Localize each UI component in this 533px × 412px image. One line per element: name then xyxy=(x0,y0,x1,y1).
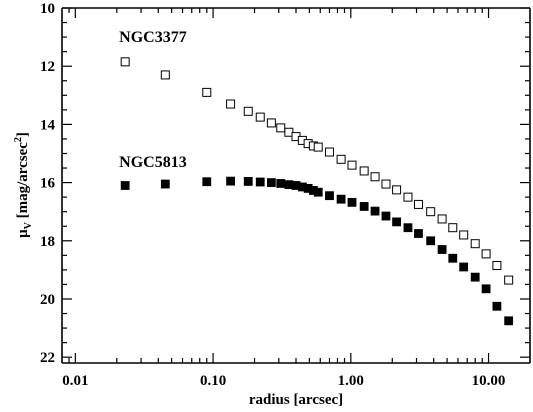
ngc3377-point xyxy=(359,166,369,176)
ngc5813-point xyxy=(325,191,334,201)
y-axis-title: μV [mag/arcsec2] xyxy=(13,132,34,238)
ngc5813-point xyxy=(459,262,469,272)
y-tick-label: 18 xyxy=(40,234,55,250)
ngc3377-point xyxy=(243,106,253,116)
ngc5813-point xyxy=(266,178,276,187)
ngc5813-point xyxy=(359,202,369,211)
ngc5813-point xyxy=(414,229,423,238)
ngc3377-point xyxy=(336,154,346,164)
ngc3377-point xyxy=(437,214,447,224)
ngc5813-point xyxy=(313,187,323,197)
y-tick-label: 20 xyxy=(40,292,55,308)
y-axis-title-sub: V xyxy=(23,221,34,229)
ngc3377-point xyxy=(492,261,502,271)
ngc3377-point xyxy=(226,99,236,109)
y-tick-label: 10 xyxy=(40,1,55,17)
ngc5813-point xyxy=(470,272,480,282)
ngc3377-point xyxy=(324,147,334,157)
ngc5813-point xyxy=(381,211,391,221)
y-tick-label: 14 xyxy=(40,117,56,133)
ngc5813-point xyxy=(202,177,212,187)
ngc3377-point xyxy=(459,230,469,240)
ngc3377-point xyxy=(504,275,514,285)
ngc3377-point xyxy=(202,87,212,97)
ngc5813-point xyxy=(370,206,380,216)
ngc5813-point xyxy=(120,181,130,190)
ngc3377-point xyxy=(255,112,265,122)
tick-labels: 0.01 0.10 1.00 10.00 10 12 14 16 18 20 22 xyxy=(40,1,505,389)
ticks xyxy=(62,7,530,363)
ngc5813-point xyxy=(243,177,253,186)
ngc5813-point xyxy=(255,177,265,187)
ngc3377-point xyxy=(381,179,391,189)
ngc5813-point xyxy=(492,301,502,311)
ngc3377-point xyxy=(347,160,357,170)
ngc5813-point xyxy=(437,245,447,254)
x-tick-label: 0.01 xyxy=(62,373,88,389)
x-tick-label: 0.10 xyxy=(200,373,226,389)
ngc3377-point xyxy=(413,199,423,209)
y-axis-title-units: [mag/arcsec xyxy=(15,142,31,222)
ngc5813-point xyxy=(160,179,170,189)
y-tick-label: 16 xyxy=(40,176,56,192)
ngc3377-point xyxy=(426,207,436,217)
y-tick-label: 12 xyxy=(40,59,55,75)
y-axis-title-main: μ xyxy=(15,229,31,238)
ngc3377-point xyxy=(276,123,286,133)
markers xyxy=(120,57,514,326)
series-label-ngc3377: NGC3377 xyxy=(119,29,187,46)
ngc5813-point xyxy=(392,217,401,227)
x-axis-title: radius [arcsec] xyxy=(249,392,343,408)
ngc5813-point xyxy=(226,176,235,186)
y-tick-label: 22 xyxy=(40,350,55,366)
ngc5813-point xyxy=(276,179,286,188)
ngc3377-point xyxy=(470,239,480,249)
y-axis-title-close: ] xyxy=(15,132,31,137)
x-tick-label: 1.00 xyxy=(338,373,364,389)
ngc5813-point xyxy=(448,253,458,263)
ngc3377-point xyxy=(448,223,458,233)
ngc3377-point xyxy=(403,192,413,202)
ngc3377-point xyxy=(370,172,380,182)
ngc5813-point xyxy=(481,284,491,294)
ngc3377-point xyxy=(481,249,491,259)
ngc5813-point xyxy=(426,236,436,246)
ngc3377-point xyxy=(313,142,323,152)
ngc5813-point xyxy=(336,194,346,204)
ngc3377-point xyxy=(392,185,402,195)
series-labels: NGC3377 NGC5813 xyxy=(119,29,187,171)
x-tick-label: 10.00 xyxy=(472,373,506,389)
ngc5813-point xyxy=(347,197,357,207)
series-label-ngc5813: NGC5813 xyxy=(119,154,187,171)
ngc5813-point xyxy=(403,223,413,233)
ngc3377-point xyxy=(160,70,170,80)
ngc3377-point xyxy=(266,118,276,128)
ngc5813-point xyxy=(504,316,514,326)
ngc3377-point xyxy=(120,57,130,67)
y-axis-title-sup: 2 xyxy=(13,137,24,142)
